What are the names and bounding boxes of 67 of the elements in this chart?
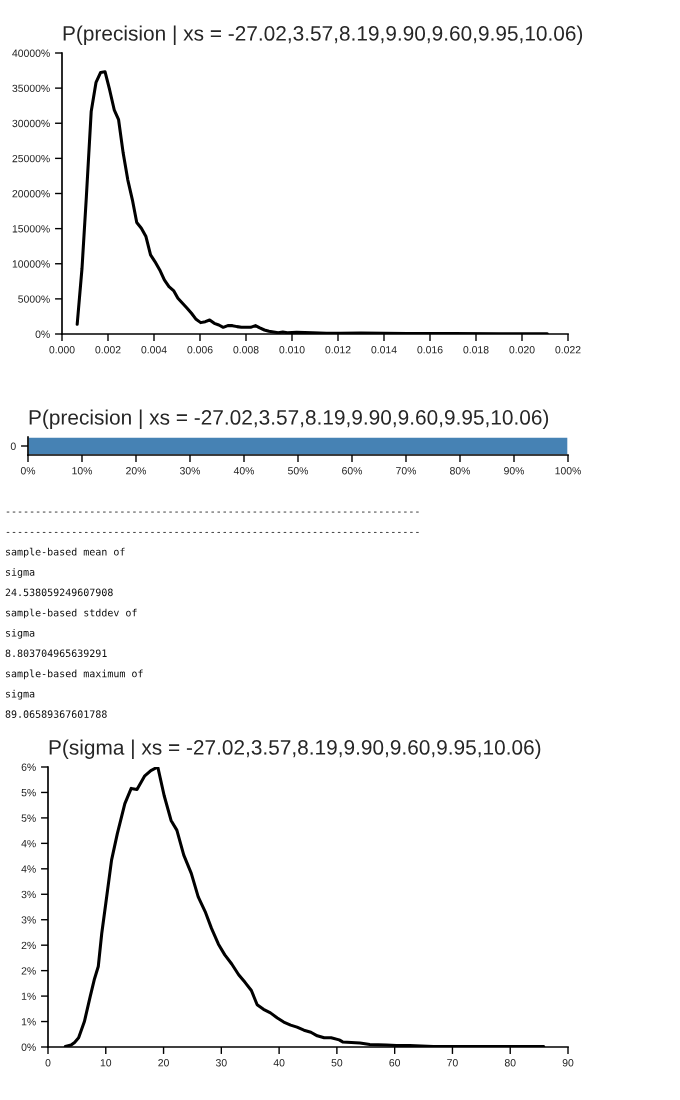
text: sample-based stddev of <box>6 608 137 619</box>
y-tick-label: 30000% <box>12 119 50 128</box>
y-tick-label: 1% <box>21 1018 36 1026</box>
y-tick-label: 3% <box>21 916 36 924</box>
x-tick-label: 0.014 <box>371 346 397 354</box>
text: sample-based mean of <box>6 547 125 558</box>
y-tick-label: 40000% <box>12 49 50 57</box>
x-tick-label: 50 <box>331 1059 343 1067</box>
x-tick-label: 40 <box>273 1059 285 1067</box>
x-tick-label: 0.008 <box>233 346 259 354</box>
x-tick-label: 10 <box>100 1059 112 1067</box>
y-tick-label: 10000% <box>12 260 50 268</box>
x-tick-label: 0.004 <box>141 346 167 354</box>
text: 89.06589367601788 <box>5 710 107 718</box>
y-tick-label: 0% <box>21 1043 36 1051</box>
x-tick-label: 0.002 <box>95 346 121 354</box>
x-tick-label: 90 <box>562 1059 574 1067</box>
y-tick-label: 0 <box>10 442 16 450</box>
x-tick-label: 50% <box>287 467 309 475</box>
chart-title: P(precision | xs = -27.02,3.57,8.19,9.90,9.60,9.95,10.06) <box>29 409 549 429</box>
text: 24.538059249607908 <box>5 588 113 597</box>
y-tick-label: 3% <box>21 890 36 899</box>
x-tick-label: 0.018 <box>463 346 489 354</box>
y-tick-label: 1% <box>21 992 36 1000</box>
x-tick-label: 70 <box>447 1059 458 1067</box>
y-tick-label: 35000% <box>12 84 50 92</box>
y-tick-label: 2% <box>21 967 36 975</box>
x-tick-label: 0.010 <box>279 346 305 354</box>
text: 8.803704965639291 <box>5 649 107 658</box>
x-tick-label: 80% <box>450 467 471 475</box>
y-tick-label: 15000% <box>12 225 50 233</box>
x-tick-label: 80 <box>504 1059 516 1067</box>
text: sigma <box>6 689 35 700</box>
y-tick-label: 5% <box>21 814 36 822</box>
x-tick-label: 10% <box>72 467 93 475</box>
y-tick-label: 4% <box>21 839 36 848</box>
x-tick-label: 60% <box>342 467 363 475</box>
text: sigma <box>6 628 35 639</box>
x-tick-label: 30 <box>215 1059 227 1067</box>
x-tick-label: 20% <box>126 467 147 475</box>
y-tick-label: 5% <box>21 789 36 797</box>
y-tick-label: 2% <box>21 941 36 950</box>
x-tick-label: 30% <box>179 467 201 475</box>
x-tick-label: 0.016 <box>417 346 443 354</box>
y-tick-label: 4% <box>21 865 36 873</box>
y-tick-label: 5000% <box>18 295 50 303</box>
y-tick-label: 6% <box>21 763 36 771</box>
x-tick-label: 0.000 <box>49 346 75 354</box>
x-tick-label: 0.020 <box>509 346 535 354</box>
chart-title: P(sigma | xs = -27.02,3.57,8.19,9.90,9.60,9.95,10.06) <box>49 739 541 759</box>
text: sigma <box>6 568 35 578</box>
x-tick-label: 70% <box>396 467 417 475</box>
x-tick-label: 90% <box>504 467 525 475</box>
x-tick-label: 20 <box>158 1059 169 1067</box>
y-tick-label: 20000% <box>12 190 50 198</box>
text: sample-based maximum of <box>6 669 143 680</box>
text: --------------------------------------------------------------------- <box>6 531 419 533</box>
x-tick-label: 0.006 <box>187 346 213 354</box>
y-tick-label: 0% <box>35 330 50 338</box>
text: --------------------------------------------------------------------- <box>6 511 419 513</box>
x-tick-label: 100% <box>555 467 581 475</box>
x-tick-label: 0.012 <box>325 346 351 354</box>
y-tick-label: 25000% <box>12 154 50 163</box>
x-tick-label: 60 <box>389 1059 401 1067</box>
x-tick-label: 40% <box>233 467 255 475</box>
chart-title: P(precision | xs = -27.02,3.57,8.19,9.90,9.60,9.95,10.06) <box>63 25 583 45</box>
x-tick-label: 0.022 <box>555 346 581 354</box>
